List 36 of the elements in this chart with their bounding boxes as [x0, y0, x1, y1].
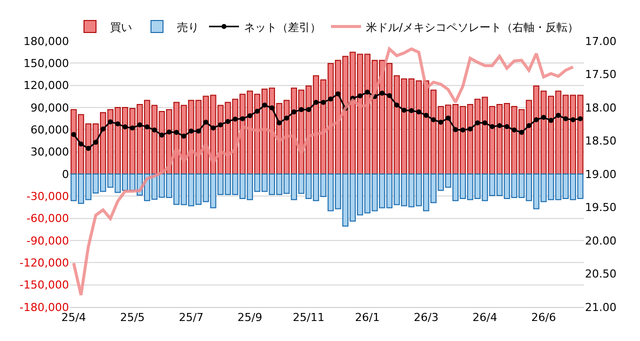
- x-tick-label: 25/5: [120, 311, 145, 324]
- y2-tick-label: 21.00: [585, 300, 616, 314]
- y-tick-label: -90,000: [26, 234, 69, 248]
- y-tick-label: -30,000: [26, 190, 69, 204]
- x-tick-label: 25/7: [178, 311, 204, 324]
- y-tick-label: 90,000: [30, 101, 69, 114]
- x-tick-label: 26/6: [531, 311, 556, 324]
- y2-tick-label: 17.50: [585, 68, 616, 82]
- y-tick-label: 180,000: [24, 34, 69, 48]
- y-tick-label: 150,000: [24, 57, 69, 70]
- y-tick-label: 120,000: [24, 79, 69, 92]
- y-tick-label: 60,000: [30, 124, 69, 137]
- y-tick-label: -120,000: [20, 256, 69, 270]
- y2-tick-label: 19.00: [585, 168, 616, 181]
- x-tick-label: 26/3: [414, 311, 438, 324]
- y-tick-label: 0: [62, 168, 69, 181]
- x-tick-label: 26/1: [355, 311, 380, 324]
- x-tick-label: 25/9: [238, 311, 262, 324]
- legend-label: ネット（差引）: [244, 20, 321, 34]
- y2-tick-label: 17.00: [585, 34, 616, 48]
- x-tick-label: 25/4: [61, 311, 86, 324]
- legend-label: 米ドル/メキシコペソレート（右軸・反転）: [366, 20, 579, 34]
- legend-label: 買い: [110, 20, 132, 34]
- y-tick-label: 30,000: [30, 146, 69, 159]
- y2-tick-label: 20.00: [585, 234, 616, 248]
- y-tick-label: -180,000: [20, 300, 69, 314]
- y2-tick-label: 19.50: [585, 201, 616, 214]
- y-tick-label: -60,000: [26, 212, 69, 226]
- line-series: [72, 47, 574, 297]
- y2-tick-label: 18.00: [585, 101, 616, 114]
- x-tick-label: 25/11: [292, 311, 324, 324]
- x-tick-label: 26/4: [472, 311, 498, 324]
- y2-tick-label: 20.50: [585, 268, 616, 281]
- y2-tick-label: 18.50: [585, 134, 616, 148]
- y-tick-label: -150,000: [20, 278, 69, 292]
- legend-label: 売り: [177, 20, 199, 34]
